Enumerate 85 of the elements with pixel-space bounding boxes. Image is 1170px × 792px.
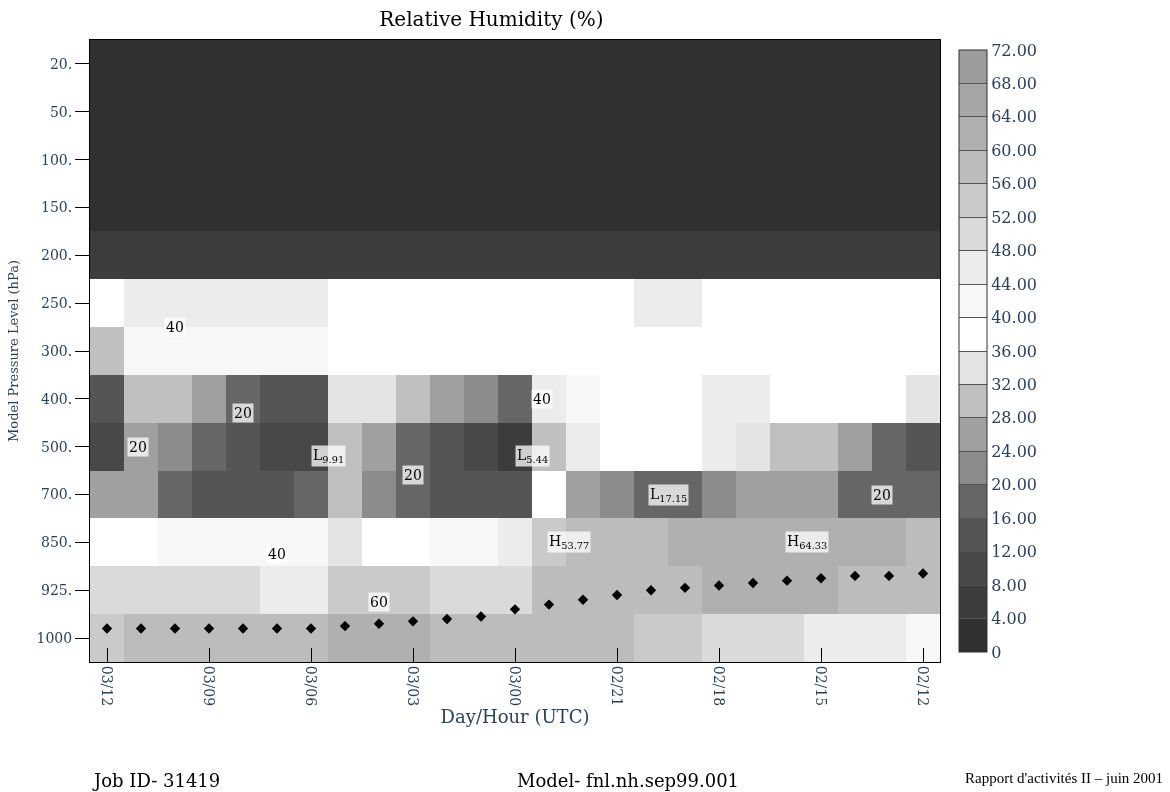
color-bar-label: 16.00 [991, 508, 1038, 528]
point [407, 616, 419, 627]
point [611, 589, 623, 601]
x-tick-label: 02/18 [711, 665, 728, 707]
y-tick-label: 100. [41, 151, 73, 168]
annotation: L$_{9.91}$ [313, 447, 345, 465]
point [543, 599, 555, 610]
annotation: 40 [166, 319, 184, 335]
annotation: 40 [533, 391, 551, 407]
color-bar-label: 68.00 [991, 74, 1038, 94]
y-tick-label: 250. [41, 295, 73, 312]
text: Model- fnl.nh.sep99.001 [517, 770, 740, 791]
annotation: H$_{64.33}$ [787, 533, 828, 551]
x-tick-label: 03/03 [405, 665, 422, 707]
color-bar-label: 40.00 [991, 308, 1038, 328]
point [373, 618, 385, 629]
y-tick-label: 200. [41, 247, 73, 264]
point [781, 575, 793, 586]
annotation: 20 [873, 487, 891, 503]
y-tick-label: 850. [41, 534, 73, 551]
x-tick-label: 03/09 [201, 665, 218, 707]
y-tick-label: 300. [41, 342, 73, 359]
color-bar-label: 72.00 [991, 40, 1038, 60]
point [849, 570, 861, 582]
point [509, 604, 521, 615]
point [815, 573, 827, 584]
color-bar-label: 8.00 [991, 575, 1027, 595]
x-axis-title: Day/Hour (UTC) [440, 706, 590, 728]
x-tick-label: 02/15 [813, 665, 830, 707]
color-bar-label: 4.00 [991, 609, 1027, 629]
color-bar-label: 60.00 [991, 140, 1038, 160]
color-bar-label: 0 [991, 642, 1002, 662]
annotation: 40 [268, 546, 286, 562]
point [237, 623, 249, 634]
y-tick-label: 150. [41, 199, 73, 216]
color-bar-label: 28.00 [991, 408, 1038, 428]
text: Rapport d'activités II – juin 2001 [965, 770, 1164, 786]
y-axis-title: Model Pressure Level (hPa) [5, 260, 21, 442]
color-bar-label: 32.00 [991, 375, 1038, 395]
y-tick-label: 925. [41, 582, 73, 599]
point [577, 594, 589, 605]
point [475, 611, 487, 622]
chart-title: Relative Humidity (%) [379, 6, 604, 31]
x-tick-label: 02/21 [609, 665, 626, 707]
x-tick-label: 03/00 [507, 665, 524, 707]
color-bar-label: 36.00 [991, 341, 1038, 361]
annotation: L$_{17.15}$ [650, 486, 688, 504]
text: Job ID- 31419 [92, 770, 221, 791]
y-tick-label: 20. [49, 55, 73, 72]
y-tick-label: 500. [41, 438, 73, 455]
point [917, 568, 929, 579]
color-bar-label: 12.00 [991, 542, 1038, 562]
point [101, 623, 113, 634]
y-tick-label: 50. [49, 103, 73, 120]
x-tick-label: 02/12 [915, 665, 932, 707]
point [305, 623, 317, 634]
y-tick-label: 400. [41, 390, 73, 407]
x-tick-label: 03/12 [99, 665, 116, 707]
point [679, 582, 691, 594]
annotation: 20 [234, 405, 252, 421]
point [271, 623, 283, 634]
point [203, 623, 215, 634]
annotation: 20 [404, 467, 422, 483]
point [135, 623, 147, 634]
x-tick-label: 03/06 [303, 665, 320, 707]
y-tick-label: 700. [41, 486, 73, 503]
annotation: H$_{53.77}$ [549, 533, 590, 551]
color-bar-label: 24.00 [991, 441, 1038, 461]
point [441, 613, 453, 625]
annotation: L$_{5.44}$ [517, 447, 549, 465]
color-bar-label: 20.00 [991, 475, 1038, 495]
color-bar-label: 56.00 [991, 174, 1038, 194]
color-bar-label: 64.00 [991, 107, 1038, 127]
point [339, 620, 351, 632]
color-bar-label: 44.00 [991, 274, 1038, 294]
point [713, 580, 725, 591]
annotation: 60 [370, 594, 388, 610]
color-bar-label: 52.00 [991, 207, 1038, 227]
annotation: 20 [129, 439, 147, 455]
y-tick-label: 1000 [36, 629, 73, 646]
point [169, 623, 181, 634]
point [645, 585, 657, 596]
point [883, 570, 895, 582]
point [747, 577, 759, 589]
color-bar-label: 48.00 [991, 241, 1038, 261]
